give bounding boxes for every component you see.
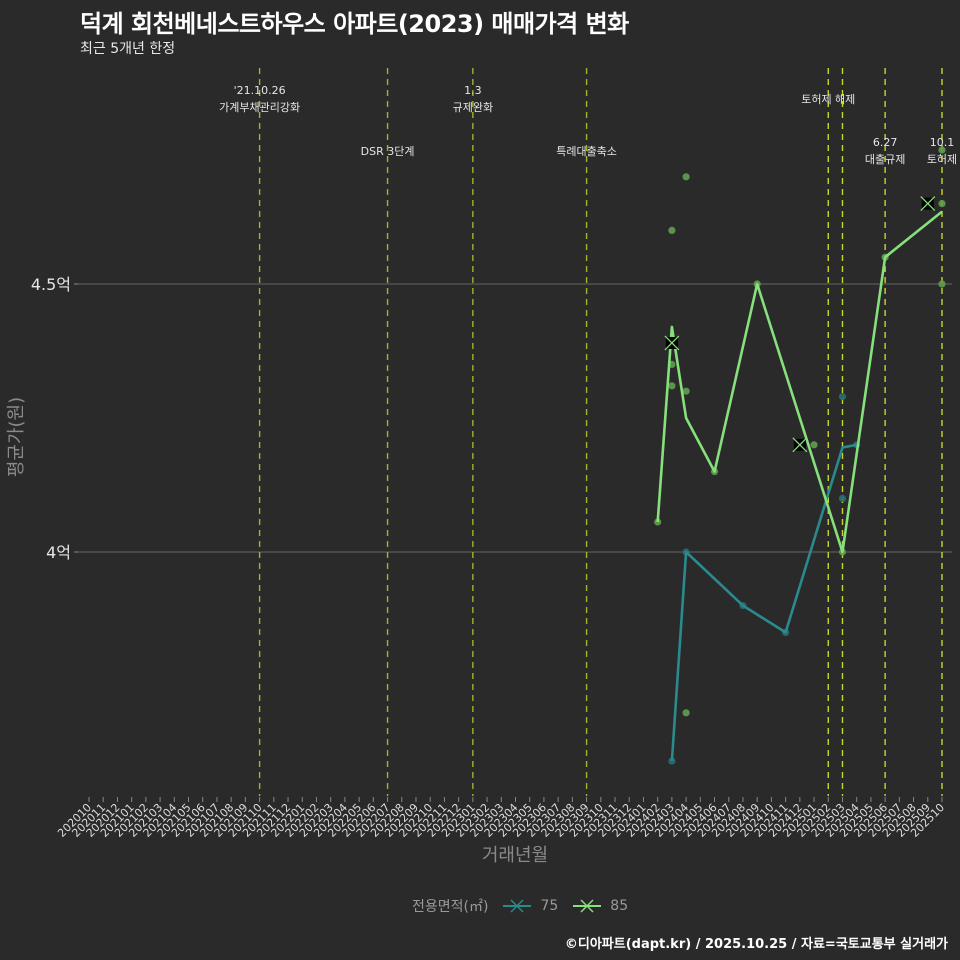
legend-line-x-icon: [503, 899, 532, 913]
y-tick-label: 4억: [46, 543, 71, 562]
data-point: [668, 226, 676, 234]
chart-subtitle: 최근 5개년 한정: [80, 41, 176, 57]
data-point: [682, 173, 690, 181]
legend-item-85: 85: [572, 898, 628, 914]
data-point: [668, 757, 676, 765]
y-tick-label: 4.5억: [31, 275, 71, 294]
event-date-label: 1.3: [464, 84, 482, 97]
legend-line-x-icon: [573, 899, 602, 913]
legend-label: 75: [540, 898, 559, 914]
data-point: [838, 494, 847, 502]
event-label: 특례대출축소: [556, 145, 617, 158]
data-point: [938, 200, 946, 208]
event-label: 규제완화: [453, 101, 493, 114]
x-axis-title: 거래년월: [482, 845, 548, 866]
event-date-label: 6.27: [873, 136, 898, 149]
event-label: 토허제: [927, 153, 957, 166]
data-point: [938, 146, 946, 154]
series-line-85: [656, 210, 943, 554]
data-point: [938, 280, 946, 288]
legend: 전용면적(㎡) 75 85: [412, 896, 628, 916]
event-label: 대출규제: [865, 153, 905, 166]
legend-label: 85: [610, 898, 629, 914]
x-marker-icon: [792, 437, 808, 453]
legend-item-75: 75: [502, 898, 558, 914]
data-point: [838, 392, 847, 401]
event-label: 가계부채관리강화: [219, 101, 300, 114]
x-marker-icon: [920, 196, 936, 212]
source-credit: ©디아파트(dapt.kr) / 2025.10.25 / 자료=국토교통부 실…: [564, 937, 948, 952]
event-date-label: '21.10.26: [234, 84, 286, 97]
data-point: [668, 382, 676, 390]
x-marker-icon: [664, 335, 680, 351]
data-point: [682, 387, 690, 395]
data-point: [682, 709, 690, 717]
event-label: DSR 3단계: [361, 145, 415, 158]
legend-title: 전용면적(㎡): [412, 899, 489, 915]
data-point: [810, 441, 818, 449]
series-line-75: [670, 443, 857, 762]
event-label: 토허제 해제: [801, 92, 855, 106]
chart-title: 덕계 회천베네스트하우스 아파트(2023) 매매가격 변화: [80, 10, 629, 38]
y-axis-title: 평균가(원): [6, 397, 27, 477]
event-date-label: 10.1: [930, 136, 955, 149]
